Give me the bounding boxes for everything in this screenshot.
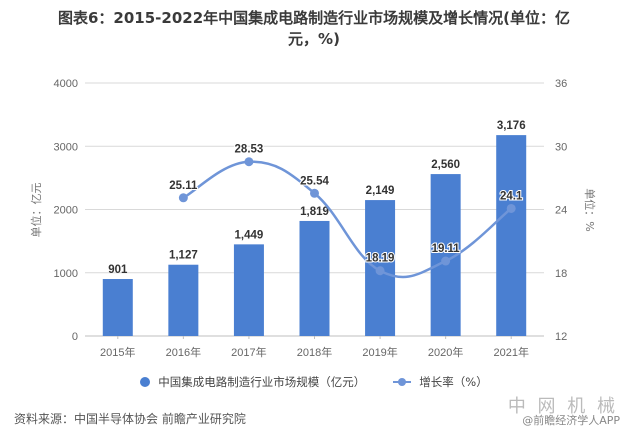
x-tick-label: 2021年 [493, 345, 528, 359]
right-tick-label: 30 [555, 141, 567, 153]
bar-value-label: 1,449 [235, 229, 264, 241]
line-value-label: 24.1 [500, 190, 523, 202]
line-series: 25.11 28.53 25.54 18.19 19.11 24.1 [168, 143, 524, 279]
line-point[interactable] [506, 203, 516, 213]
line-point[interactable] [375, 266, 385, 276]
chart-title-line2: 元，%) [288, 30, 340, 48]
x-tick-label: 2016年 [166, 345, 201, 359]
x-tick-label: 2020年 [428, 345, 463, 359]
legend: 中国集成电路制造行业市场规模（亿元） 增长率（%） [0, 374, 628, 390]
legend-item-bar[interactable]: 中国集成电路制造行业市场规模（亿元） [140, 374, 365, 390]
left-tick-label: 1000 [54, 268, 78, 280]
left-tick-label: 2000 [54, 205, 78, 217]
x-tick-label: 2019年 [362, 345, 397, 359]
line-value-label: 25.11 [169, 180, 198, 192]
left-tick-label: 4000 [54, 78, 78, 90]
line-value-label: 18.19 [366, 253, 395, 265]
x-tick-label: 2017年 [231, 345, 266, 359]
line-value-label: 25.54 [300, 175, 329, 187]
x-tick-label: 2015年 [100, 345, 135, 359]
bar-value-label: 3,176 [497, 120, 526, 132]
circle-marker-icon [140, 377, 151, 387]
bar[interactable] [496, 135, 527, 336]
bar-value-label: 901 [108, 264, 128, 276]
left-tick-label: 0 [72, 331, 78, 343]
legend-line-label: 增长率（%） [419, 375, 488, 389]
bar-value-label: 1,127 [169, 250, 198, 262]
bar-value-label: 2,560 [431, 159, 460, 171]
line-point[interactable] [310, 188, 319, 198]
left-axis-title: 单位：亿元 [29, 183, 43, 238]
right-tick-label: 12 [555, 331, 567, 343]
chart-title: 图表6：2015-2022年中国集成电路制造行业市场规模及增长情况(单位：亿 元… [0, 8, 628, 50]
right-tick-label: 36 [555, 78, 567, 90]
legend-bar-label: 中国集成电路制造行业市场规模（亿元） [158, 375, 366, 389]
source-note: 资料来源：中国半导体协会 前瞻产业研究院 [14, 412, 246, 426]
bar-series: 901 1,127 1,449 1,819 2,149 2,560 3,176 [102, 120, 527, 336]
line-point[interactable] [178, 193, 188, 203]
left-tick-label: 3000 [54, 141, 78, 153]
bar[interactable] [102, 279, 133, 336]
line-value-label: 28.53 [235, 144, 264, 156]
axis-ticks: 0 12 1000 18 2000 24 3000 30 4000 36 2015年 2016年 201… [54, 78, 568, 359]
line-marker-icon [393, 377, 412, 387]
x-tick-label: 2018年 [297, 345, 332, 359]
credit-note: @前瞻经济学人APP [522, 414, 620, 427]
legend-item-line[interactable]: 增长率（%） [393, 374, 488, 390]
growth-line [182, 160, 512, 279]
bar[interactable] [168, 264, 199, 336]
watermark: 中 网 机 械 [507, 396, 618, 417]
line-point[interactable] [244, 157, 254, 167]
right-axis-title: 单位：% [583, 188, 597, 231]
bar-value-label: 2,149 [366, 185, 395, 197]
right-tick-label: 18 [555, 268, 567, 280]
bar[interactable] [233, 244, 264, 336]
right-tick-label: 24 [555, 205, 567, 217]
chart-title-line1: 图表6：2015-2022年中国集成电路制造行业市场规模及增长情况(单位：亿 [57, 9, 571, 27]
line-point[interactable] [441, 256, 451, 266]
bar[interactable] [299, 220, 330, 336]
bar-value-label: 1,819 [300, 206, 329, 218]
line-value-label: 19.11 [432, 243, 461, 255]
